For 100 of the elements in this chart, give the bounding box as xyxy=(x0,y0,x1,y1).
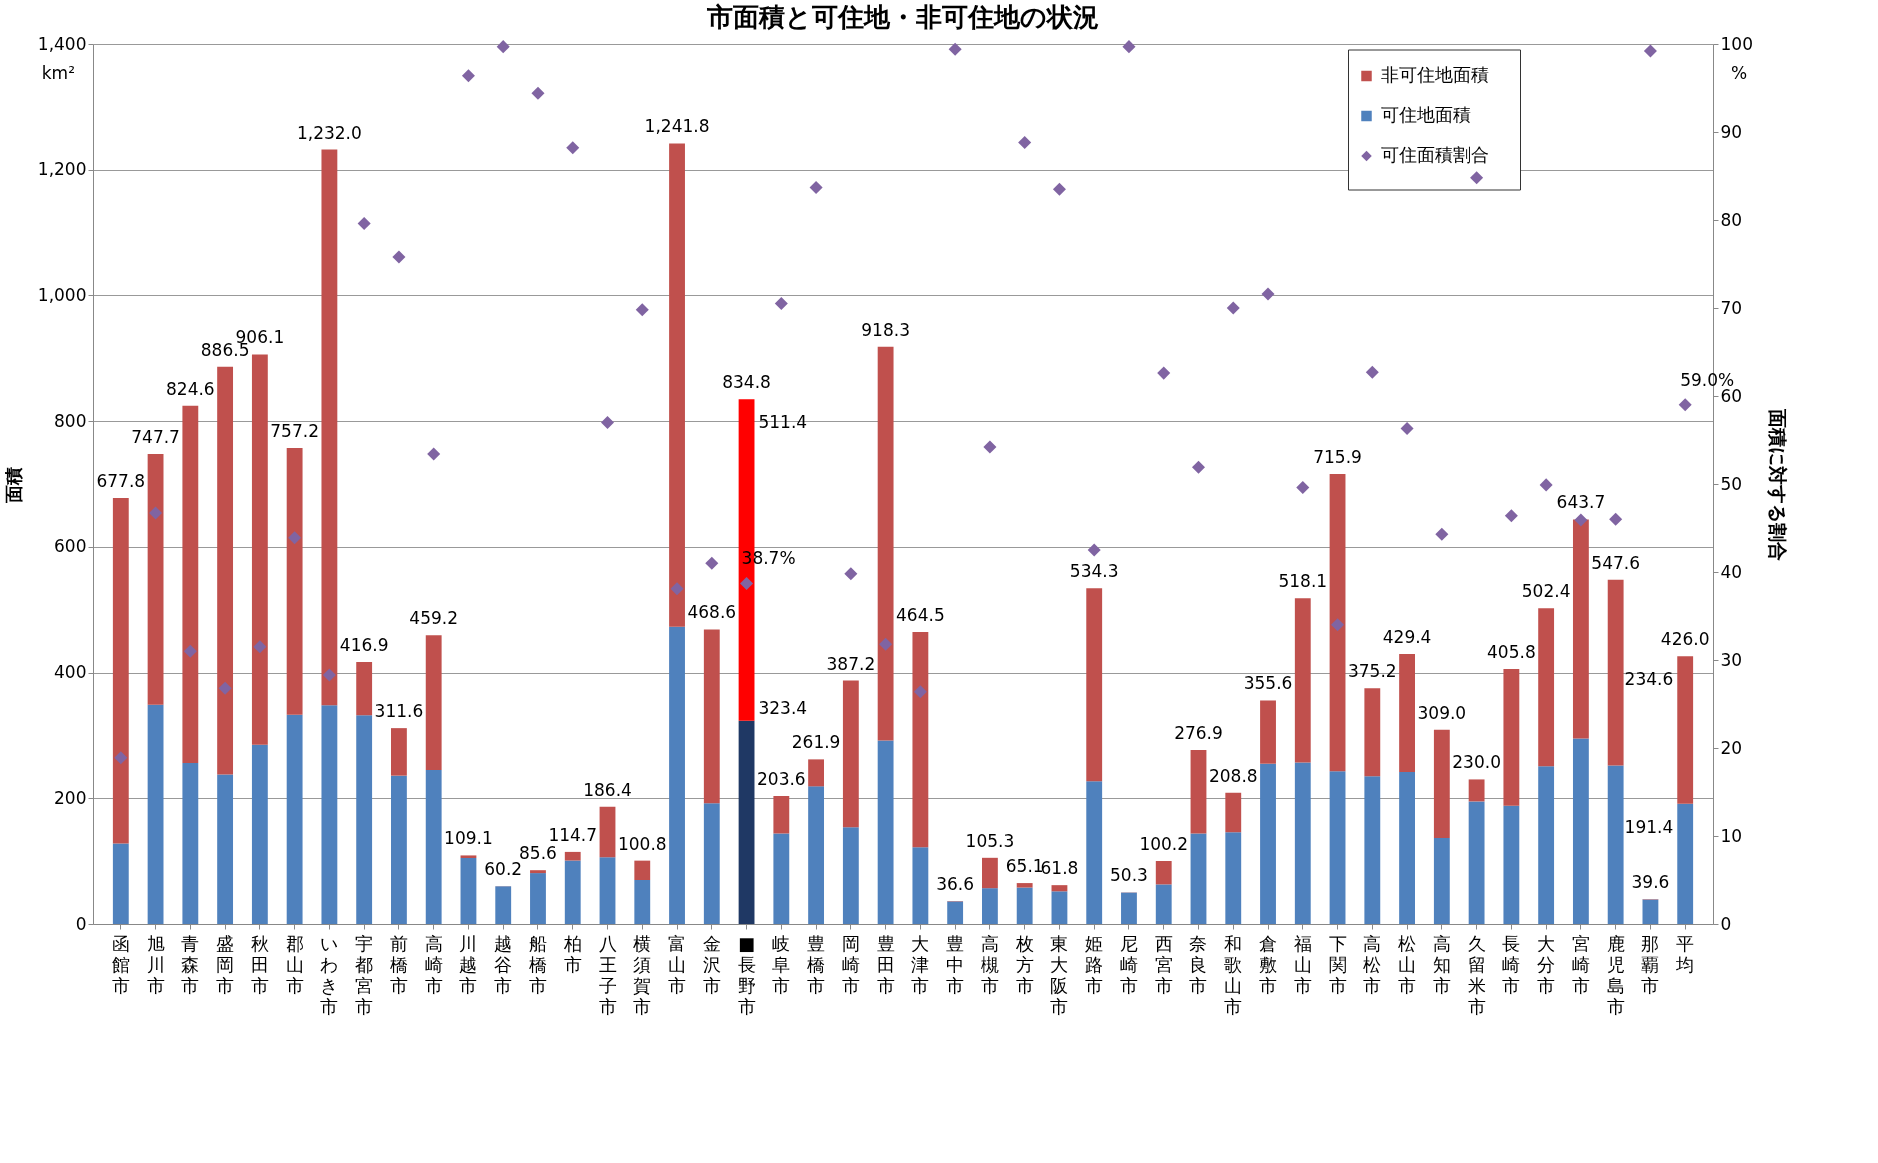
total-label: 715.9 xyxy=(1313,447,1362,468)
x-tick-label: 八王子市 xyxy=(598,932,617,1017)
bar xyxy=(530,870,546,874)
bar xyxy=(251,354,268,745)
bar xyxy=(1016,887,1033,924)
bar xyxy=(981,888,998,924)
x-tick-label: 川越市 xyxy=(459,932,478,996)
point xyxy=(1470,171,1484,185)
bar xyxy=(182,763,199,924)
point xyxy=(566,141,580,155)
y2-axis-title: 面積に対する割合 xyxy=(1766,407,1789,561)
bar xyxy=(1503,805,1520,924)
bar xyxy=(1433,729,1450,838)
total-label: 747.7 xyxy=(131,427,180,448)
bar xyxy=(1399,654,1415,772)
y-tick-label: 200 xyxy=(54,787,87,808)
point xyxy=(1087,543,1101,557)
point xyxy=(1122,40,1136,54)
bar xyxy=(1468,801,1485,924)
total-label: 61.8 xyxy=(1040,858,1079,879)
x-tick-label: 郡山市 xyxy=(285,932,304,996)
total-label: 757.2 xyxy=(270,421,319,442)
total-label: 429.4 xyxy=(1382,627,1432,648)
x-tick-label: 久留米市 xyxy=(1467,932,1486,1017)
bar xyxy=(842,680,859,828)
bar xyxy=(286,448,303,715)
bar xyxy=(1016,883,1033,888)
x-tick-label: 高松市 xyxy=(1363,932,1382,996)
x-tick-label: 大津市 xyxy=(911,932,930,996)
x-tick-label: 那覇市 xyxy=(1641,932,1660,996)
total-label: 518.1 xyxy=(1278,571,1328,592)
bar xyxy=(1503,668,1520,806)
bar xyxy=(112,843,129,924)
point xyxy=(1435,527,1449,541)
annotation: 323.4 xyxy=(758,697,808,718)
point xyxy=(670,582,684,596)
bar xyxy=(1677,656,1694,804)
y-tick-label: 600 xyxy=(54,536,87,557)
legend-label: 非可住地面積 xyxy=(1380,64,1489,85)
total-label: 464.5 xyxy=(896,605,945,626)
x-tick-label: 和歌山市 xyxy=(1224,932,1243,1017)
bar xyxy=(1294,762,1311,924)
bar xyxy=(217,366,234,775)
point xyxy=(1504,509,1518,523)
y2-tick-label: 10 xyxy=(1720,825,1743,846)
y-tick-label: 1,400 xyxy=(37,33,87,54)
point xyxy=(357,217,371,231)
bar xyxy=(147,704,164,924)
x-tick-label: 富山市 xyxy=(668,932,687,996)
x-tick-label: 青森市 xyxy=(181,932,200,996)
x-tick-label: 旭川市 xyxy=(146,932,165,996)
point xyxy=(183,644,197,658)
bar xyxy=(912,847,929,924)
bar xyxy=(286,714,303,924)
bar xyxy=(1572,738,1589,924)
point xyxy=(288,531,302,545)
bar xyxy=(703,629,720,804)
total-label: 547.6 xyxy=(1591,552,1640,573)
total-label: 468.6 xyxy=(687,602,737,623)
x-tick-label: 福山市 xyxy=(1293,932,1312,996)
bar xyxy=(634,860,651,880)
x-tick-label: 越谷市 xyxy=(494,932,513,996)
point xyxy=(1296,481,1310,495)
annotation: 234.6 xyxy=(1624,669,1674,690)
point xyxy=(218,681,232,695)
bar xyxy=(1468,779,1485,802)
x-tick-label: 前橋市 xyxy=(389,932,408,996)
bar xyxy=(599,806,616,858)
bar xyxy=(1155,884,1172,924)
point xyxy=(461,69,475,83)
bar xyxy=(1190,833,1207,924)
x-tick-label: 柏市 xyxy=(562,932,582,975)
bar xyxy=(425,635,442,770)
y2-tick-label: 100 xyxy=(1720,33,1753,54)
bar xyxy=(1121,892,1137,924)
bar xyxy=(1538,766,1555,924)
total-label: 100.8 xyxy=(617,833,667,854)
point xyxy=(1018,136,1032,150)
bar xyxy=(391,728,407,776)
bar xyxy=(634,880,651,924)
x-tick-label: 宮崎市 xyxy=(1571,932,1590,996)
bar xyxy=(842,827,859,924)
total-label: 36.6 xyxy=(936,873,975,894)
y2-tick-label: 50 xyxy=(1720,473,1743,494)
legend-label: 可住面積割合 xyxy=(1380,144,1489,165)
total-label: 100.2 xyxy=(1139,834,1189,855)
bar xyxy=(1433,837,1450,924)
point xyxy=(1331,618,1345,632)
x-tick-label: 豊田市 xyxy=(876,932,895,996)
point xyxy=(496,40,510,54)
point xyxy=(1574,513,1588,527)
bar xyxy=(738,720,755,924)
bar xyxy=(564,860,581,924)
text: % xyxy=(1731,63,1748,83)
total-label: 918.3 xyxy=(861,319,910,340)
x-tick-label: 高槻市 xyxy=(980,932,999,996)
total-label: 426.0 xyxy=(1660,629,1710,650)
bar xyxy=(1051,891,1068,924)
x-tick-label: 奈良市 xyxy=(1189,932,1208,996)
x-tick-label: 岐阜市 xyxy=(772,932,791,996)
